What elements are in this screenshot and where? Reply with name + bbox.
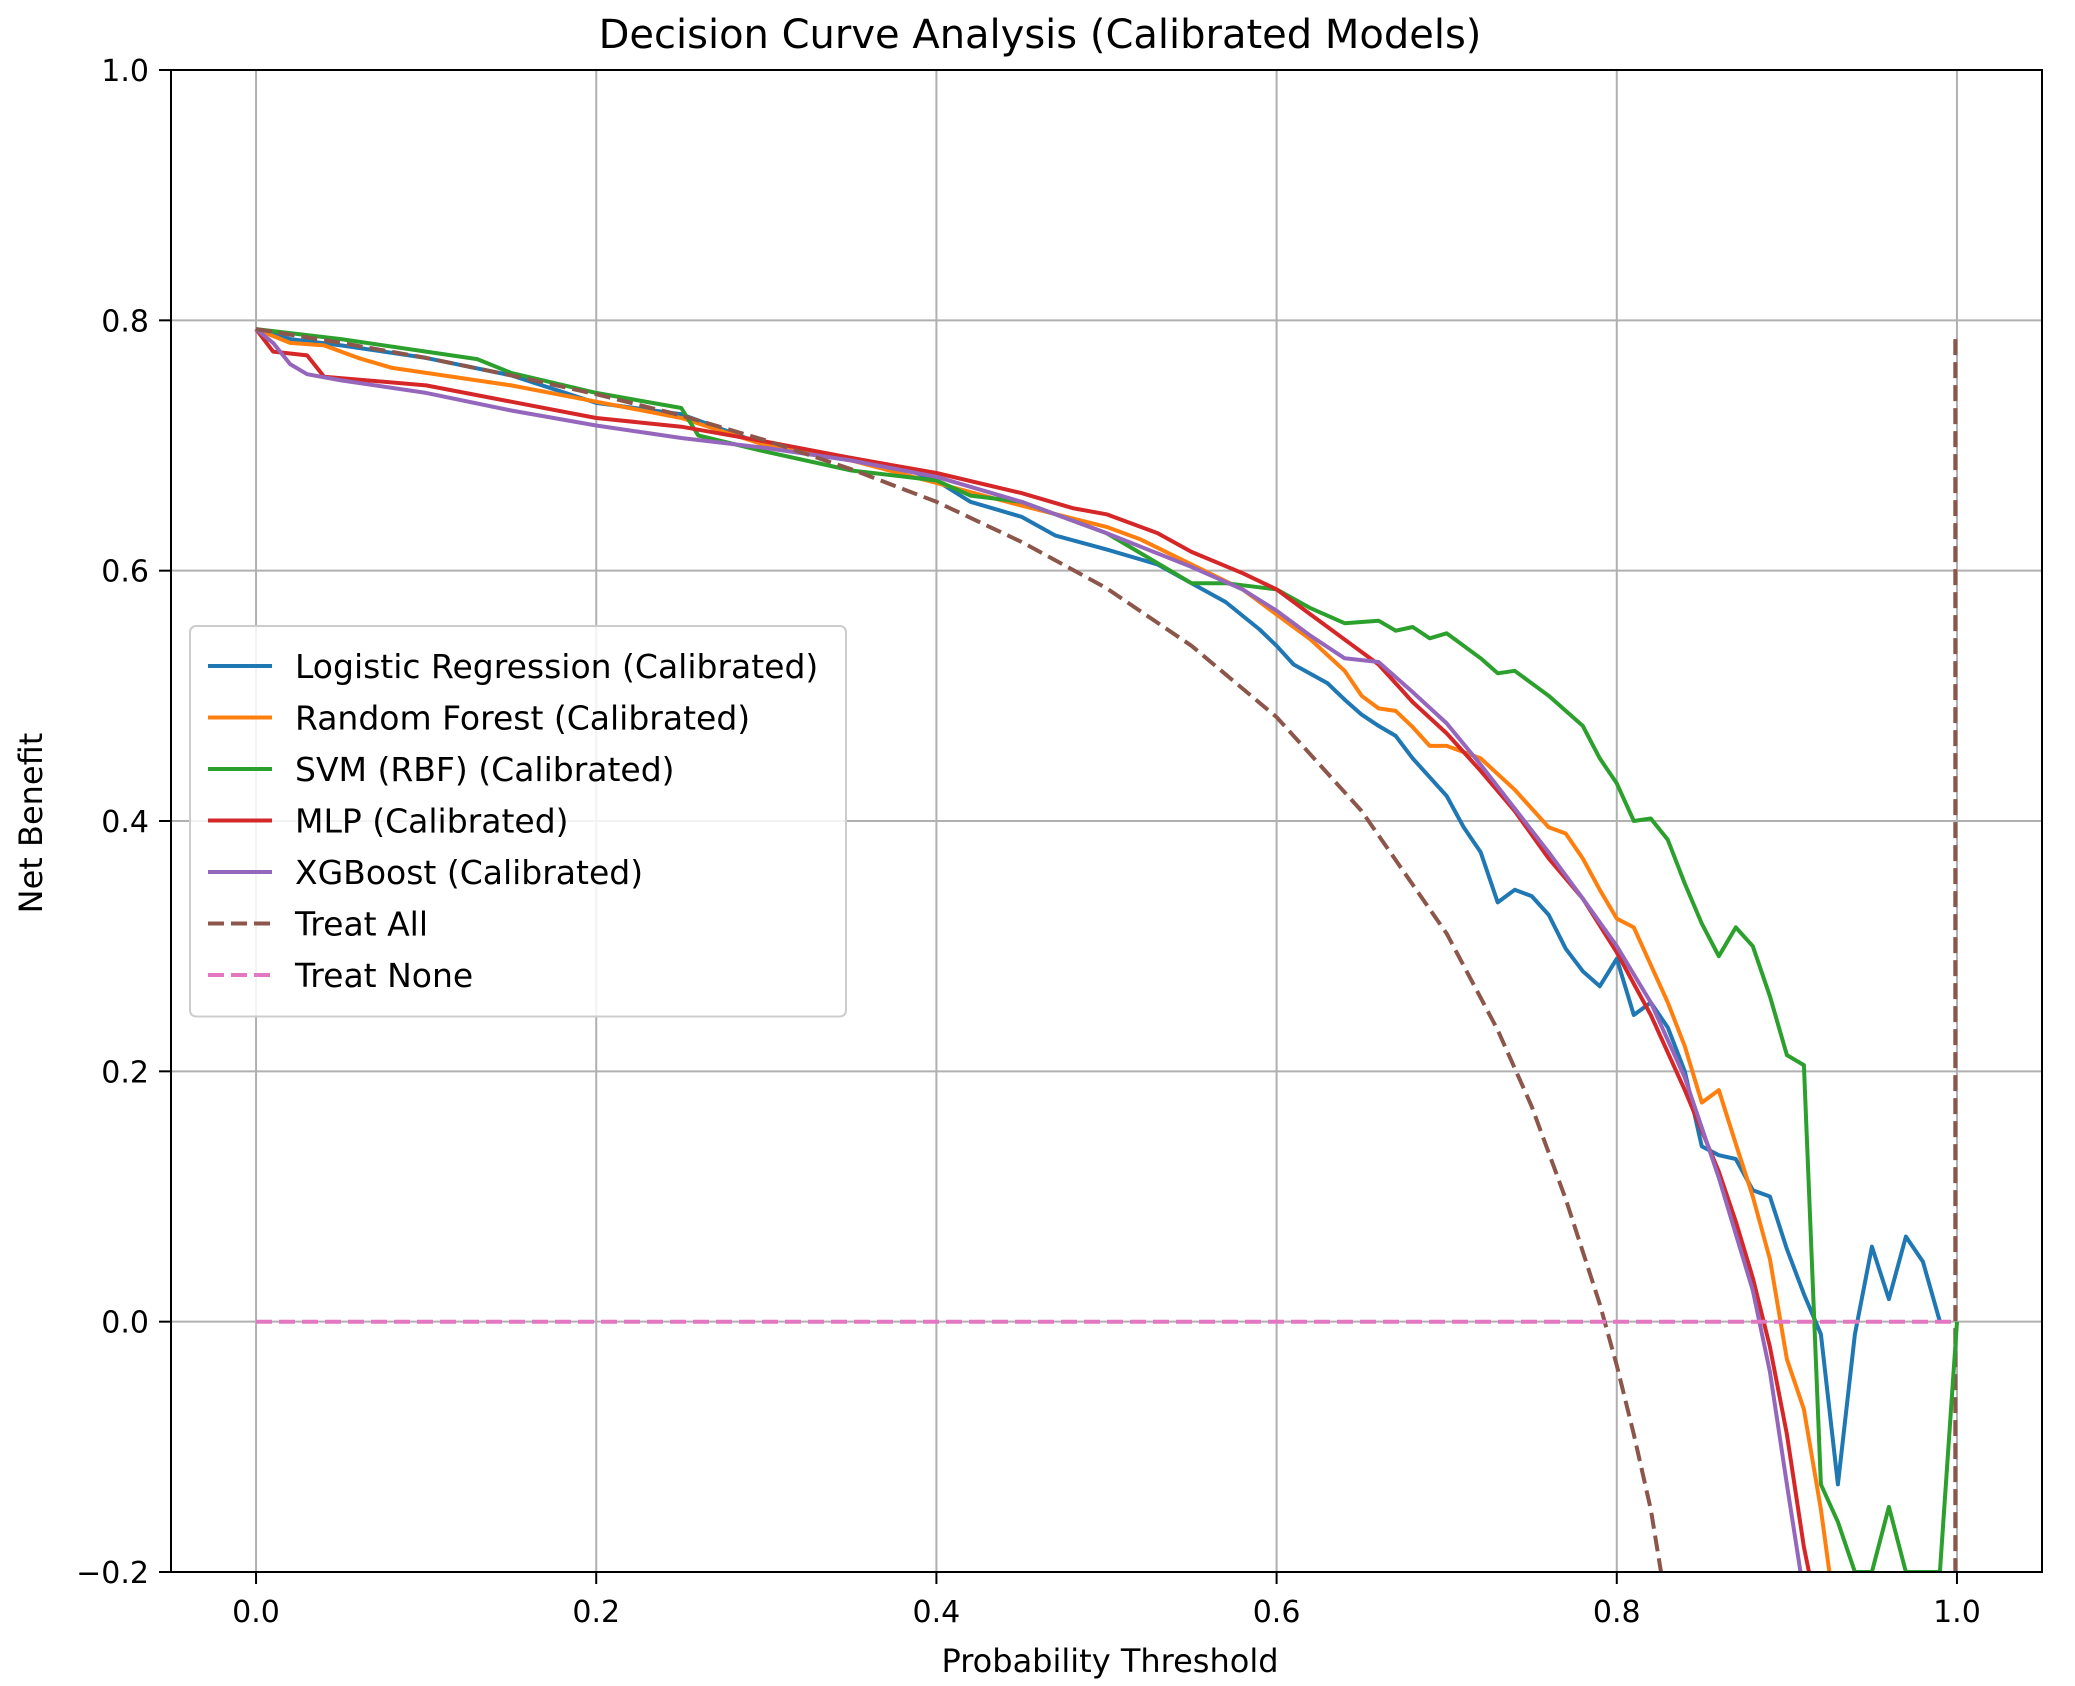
y-tick-label: 0.2 [101, 1055, 149, 1090]
series-line-svm-rbf-calibrated [255, 327, 1959, 1572]
legend-box [189, 625, 847, 1018]
chart-title: Decision Curve Analysis (Calibrated Mode… [599, 12, 1482, 58]
x-tick-label: 0.0 [232, 1595, 280, 1630]
axis-ticks: 0.0 0.2 0.4 0.6 0.8 1.0 1.0 0.8 0.6 0.4 0.2 0.0 −0.2 [76, 54, 1981, 1630]
x-tick-label: 1.0 [1933, 1595, 1981, 1630]
x-tick-label: 0.8 [1593, 1595, 1641, 1630]
x-tick-label: 0.6 [1253, 1595, 1301, 1630]
y-tick-label: 0.0 [101, 1306, 149, 1341]
legend-label: Treat None [294, 956, 473, 995]
legend-label: XGBoost (Calibrated) [295, 853, 643, 892]
y-tick-label: 1.0 [101, 54, 149, 89]
y-tick-label: 0.6 [101, 555, 149, 590]
series-group [254, 327, 1959, 1572]
x-tick-label: 0.4 [913, 1595, 961, 1630]
legend-label: Logistic Regression (Calibrated) [295, 647, 818, 686]
y-axis-label: Net Benefit [12, 733, 50, 914]
legend-label: MLP (Calibrated) [295, 802, 569, 841]
series-line-xgboost-calibrated [254, 327, 1803, 1572]
y-tick-label: 0.4 [101, 805, 149, 840]
legend: Logistic Regression (Calibrated) Random F… [189, 625, 847, 1018]
legend-label: Treat All [294, 905, 428, 944]
y-tick-label: −0.2 [76, 1556, 149, 1591]
series-line-random-forest-calibrated [255, 327, 1832, 1572]
legend-label: SVM (RBF) (Calibrated) [295, 750, 675, 789]
y-tick-label: 0.8 [101, 304, 149, 339]
x-tick-label: 0.2 [572, 1595, 620, 1630]
series-line-treat-all [255, 327, 1663, 1572]
x-axis-label: Probability Threshold [941, 1642, 1278, 1680]
legend-label: Random Forest (Calibrated) [295, 699, 750, 738]
